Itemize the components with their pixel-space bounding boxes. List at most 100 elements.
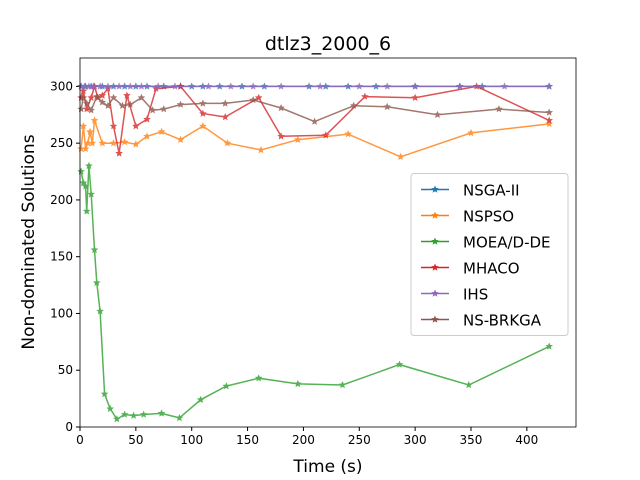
point-marker — [157, 127, 166, 135]
point-marker — [467, 128, 475, 137]
point-marker — [257, 146, 265, 154]
point-marker — [129, 411, 138, 419]
point-marker — [81, 144, 90, 153]
point-marker — [175, 413, 184, 422]
point-marker — [80, 82, 89, 90]
point-marker — [85, 161, 93, 170]
point-marker — [545, 108, 553, 116]
point-marker — [223, 139, 232, 147]
point-marker — [495, 105, 503, 113]
series-line — [80, 120, 550, 158]
x-tick-label: 400 — [515, 433, 538, 447]
point-marker — [277, 82, 285, 90]
point-marker — [79, 93, 88, 101]
x-tick-label: 100 — [180, 433, 203, 447]
legend-marker — [431, 289, 439, 297]
point-marker — [199, 122, 207, 130]
point-marker — [154, 82, 162, 90]
point-marker — [383, 102, 391, 111]
point-marker — [115, 82, 123, 90]
legend-marker — [431, 315, 439, 323]
legend-label: NSGA-II — [463, 182, 520, 200]
x-tick-label: 150 — [236, 433, 259, 447]
point-marker — [93, 278, 101, 286]
point-marker — [383, 82, 391, 90]
point-marker — [120, 138, 129, 146]
series — [77, 161, 553, 423]
point-marker — [84, 139, 92, 147]
point-marker — [433, 110, 442, 118]
y-tick-label: 50 — [58, 363, 73, 377]
point-marker — [120, 410, 129, 418]
point-marker — [90, 245, 99, 254]
point-marker — [104, 84, 112, 92]
y-tick-label: 200 — [50, 193, 73, 207]
point-marker — [87, 93, 95, 101]
point-marker — [137, 82, 146, 90]
x-tick-label: 200 — [292, 433, 315, 447]
point-marker — [98, 139, 107, 147]
point-marker — [82, 105, 91, 113]
point-marker — [89, 82, 98, 90]
point-marker — [176, 100, 185, 108]
point-marker — [79, 122, 88, 130]
point-marker — [465, 381, 473, 389]
point-marker — [87, 190, 95, 198]
point-marker — [199, 99, 207, 107]
point-marker — [310, 117, 319, 125]
point-marker — [396, 152, 405, 160]
point-marker — [277, 132, 285, 140]
point-marker — [355, 82, 364, 90]
plot-frame — [79, 57, 577, 428]
point-marker — [294, 379, 302, 388]
point-marker — [123, 91, 131, 99]
point-marker — [104, 101, 112, 109]
point-marker — [77, 167, 85, 175]
legend-box — [410, 173, 569, 336]
point-marker — [277, 104, 285, 112]
point-marker — [411, 82, 419, 90]
legend-marker — [431, 185, 439, 193]
point-marker — [113, 415, 121, 423]
point-marker — [77, 144, 85, 153]
point-marker — [227, 82, 235, 90]
legend-label: NSPSO — [463, 208, 514, 226]
point-marker — [254, 93, 263, 101]
point-marker — [139, 410, 148, 418]
point-marker — [93, 92, 101, 100]
point-marker — [82, 207, 91, 215]
point-marker — [152, 84, 160, 92]
legend-label: MHACO — [463, 260, 520, 278]
point-marker — [90, 116, 99, 124]
point-marker — [126, 100, 135, 108]
y-tick-label: 300 — [50, 79, 73, 93]
point-marker — [395, 360, 404, 368]
point-marker — [545, 119, 553, 128]
point-marker — [222, 382, 231, 390]
legend-label: NS-BRKGA — [463, 312, 542, 330]
point-marker — [87, 106, 95, 114]
series — [77, 82, 553, 90]
y-tick-label: 0 — [65, 420, 73, 434]
point-marker — [456, 82, 464, 90]
point-marker — [221, 113, 229, 121]
legend-marker — [431, 263, 439, 271]
point-marker — [79, 86, 88, 95]
point-marker — [249, 96, 257, 104]
point-marker — [148, 106, 157, 114]
series — [77, 116, 553, 160]
point-marker — [132, 140, 140, 148]
legend-label: MOEA/D-DE — [463, 234, 551, 252]
point-marker — [545, 116, 553, 124]
point-marker — [204, 82, 213, 90]
point-marker — [411, 93, 419, 101]
point-marker — [545, 342, 553, 350]
point-marker — [98, 91, 107, 99]
y-tick-label: 150 — [50, 250, 73, 264]
point-marker — [115, 149, 123, 157]
x-tick-label: 0 — [76, 433, 84, 447]
point-marker — [196, 395, 205, 403]
point-marker — [81, 182, 90, 190]
point-marker — [118, 101, 127, 109]
